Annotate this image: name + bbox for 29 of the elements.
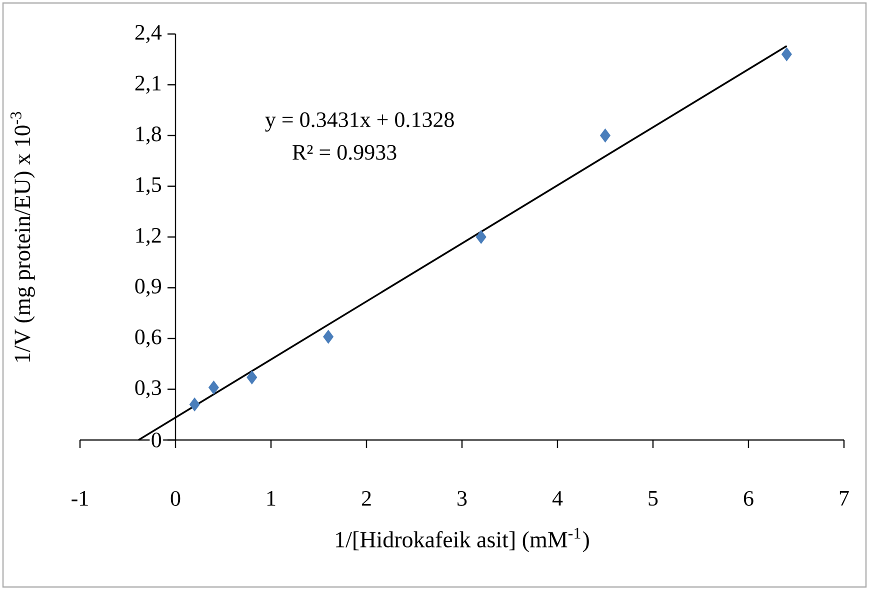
x-tick-label: 1 <box>267 491 276 506</box>
annotation: y = 0.3431x + 0.1328 <box>265 112 454 132</box>
x-tick-label: 4 <box>552 491 563 506</box>
y-tick-label: 0,3 <box>135 380 162 398</box>
point <box>246 370 258 384</box>
y-tick-label: 2,4 <box>135 25 162 43</box>
y-axis-title: 1/V (mg protein/EU) x 10$^{-3}$ <box>10 112 35 362</box>
point <box>189 398 200 412</box>
y-tick-label: 0,9 <box>135 278 162 297</box>
x-axis-title: 1/[Hidrokafeik asit] (mM$^{-1}$) <box>336 528 589 552</box>
y-tick-label: 1,2 <box>136 228 161 246</box>
y-tick-label: 1,5 <box>136 177 162 196</box>
y-tick-label: 1,8 <box>136 126 162 145</box>
point <box>208 380 219 394</box>
x-tick-label: 6 <box>744 491 754 506</box>
y-tick-label: 0,6 <box>135 330 162 348</box>
annotation: R² = 0.9933 <box>292 144 396 160</box>
y-tick-label: 0 <box>152 432 162 448</box>
x-tick-label: 0 <box>170 491 180 506</box>
x-tick-label: 3 <box>458 491 467 506</box>
point <box>323 330 334 344</box>
y-tick-label: 2,1 <box>135 76 161 94</box>
point <box>781 48 792 62</box>
point <box>600 128 610 142</box>
x-tick-label: 5 <box>648 491 658 506</box>
x-tick-label: -1 <box>72 491 88 506</box>
point <box>476 230 486 244</box>
x-tick-label: 7 <box>840 491 849 506</box>
x-tick-label: 2 <box>362 491 371 506</box>
